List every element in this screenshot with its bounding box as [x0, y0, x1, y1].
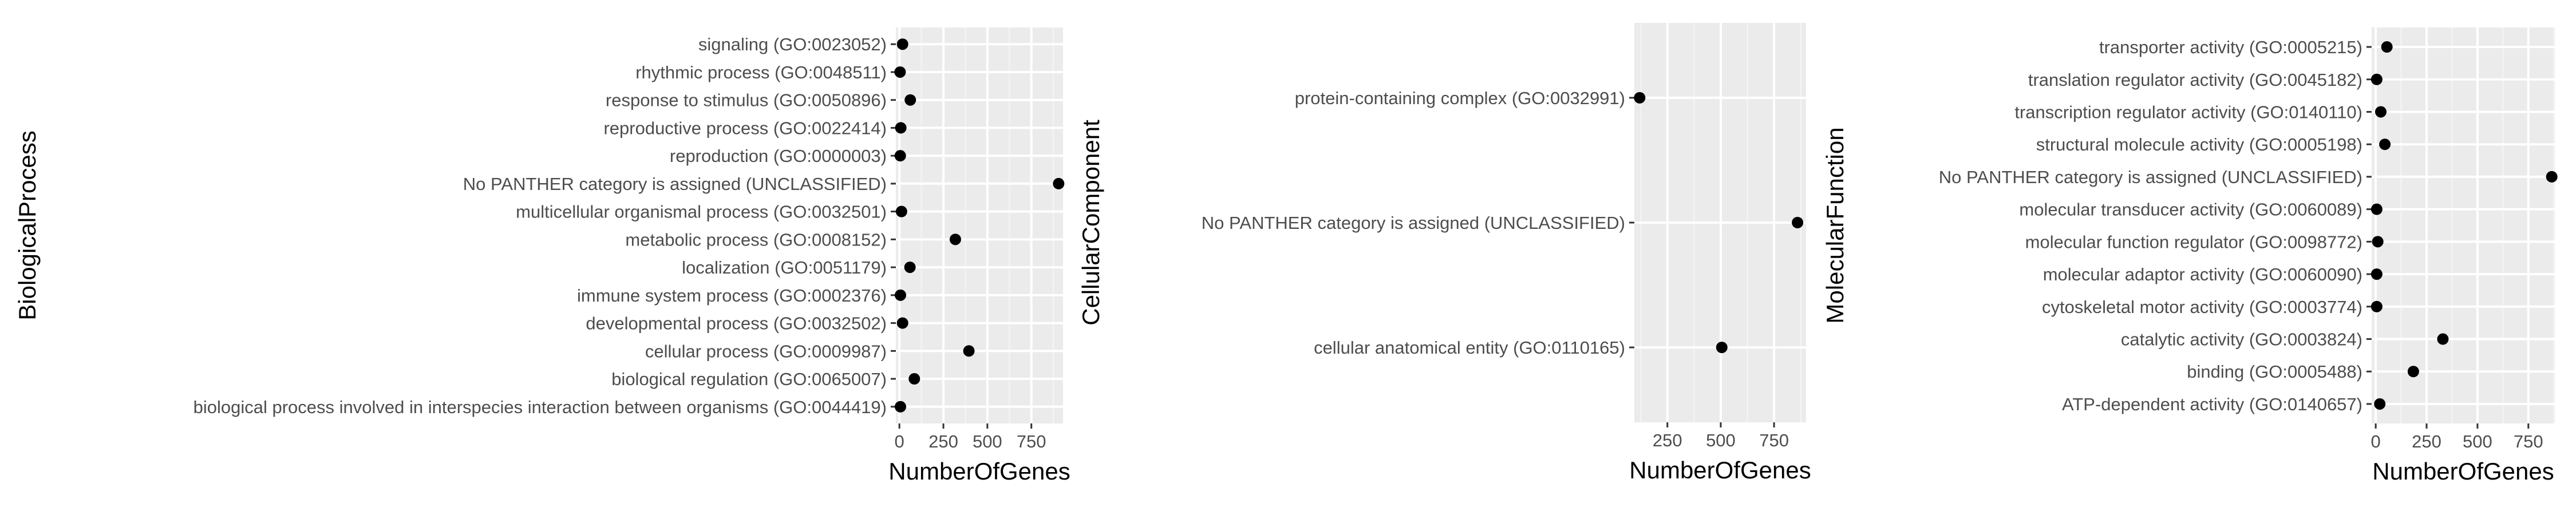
data-point [908, 373, 920, 385]
data-point [2546, 171, 2558, 183]
plot-background [896, 27, 1063, 423]
category-label: structural molecule activity (GO:0005198… [2036, 134, 2362, 154]
data-point [904, 262, 916, 274]
category-label: molecular adaptor activity (GO:0060090) [2043, 264, 2362, 284]
category-label: transcription regulator activity (GO:014… [2014, 102, 2362, 122]
category-label: response to stimulus (GO:0050896) [606, 90, 887, 110]
x-tick-label: 250 [929, 431, 958, 451]
data-point [1634, 92, 1646, 104]
data-point [2370, 203, 2383, 215]
category-label: catalytic activity (GO:0003824) [2121, 330, 2362, 350]
data-point [896, 317, 908, 329]
category-label: reproduction (GO:0000003) [670, 146, 887, 166]
data-point [1716, 342, 1728, 354]
data-point [2375, 106, 2387, 118]
category-label: reproductive process (GO:0022414) [603, 118, 887, 138]
x-axis-title: NumberOfGenes [2372, 458, 2554, 485]
data-point [2372, 236, 2384, 248]
data-point [894, 289, 906, 301]
category-label: developmental process (GO:0032502) [586, 314, 887, 334]
y-axis-title: CellularComponent [1077, 120, 1104, 326]
category-label: biological regulation (GO:0065007) [611, 369, 887, 389]
plot-background [2372, 27, 2555, 423]
category-label: immune system process (GO:0002376) [577, 286, 887, 306]
category-label: molecular function regulator (GO:0098772… [2025, 232, 2362, 252]
x-tick-label: 750 [2514, 431, 2543, 451]
panel-cellular-component: 250 500 750 protein-containing complex (GO:… [1077, 23, 1811, 484]
category-label: localization (GO:0051179) [682, 258, 887, 278]
data-point [949, 233, 961, 245]
category-label: No PANTHER category is assigned (UNCLASS… [463, 174, 887, 194]
category-label: cytoskeletal motor activity (GO:0003774) [2042, 297, 2362, 317]
category-label: binding (GO:0005488) [2187, 362, 2362, 382]
category-label: rhythmic process (GO:0048511) [635, 62, 887, 82]
y-axis-title: MolecularFunction [1822, 127, 1848, 323]
data-point [2379, 138, 2391, 150]
data-point [895, 205, 907, 217]
x-axis-title: NumberOfGenes [888, 458, 1070, 485]
data-point [2370, 73, 2383, 85]
x-tick-label: 500 [973, 431, 1002, 451]
data-point [2437, 333, 2449, 345]
data-point [1053, 177, 1065, 189]
category-label: ATP-dependent activity (GO:0140657) [2062, 394, 2362, 414]
panel-molecular-function: 0 250 500 750 transporter activity (GO:00052… [1822, 27, 2558, 485]
data-point [2374, 398, 2386, 410]
data-point [894, 66, 906, 78]
data-point [963, 345, 975, 357]
category-label: transporter activity (GO:0005215) [2099, 37, 2362, 57]
category-label: molecular transducer activity (GO:006008… [2019, 200, 2362, 220]
category-label: translation regulator activity (GO:00451… [2028, 70, 2362, 90]
x-tick-label: 0 [895, 431, 904, 451]
data-point [2407, 366, 2419, 378]
x-tick-label: 250 [1653, 430, 1682, 450]
x-tick-label: 500 [1706, 430, 1736, 450]
category-label: No PANTHER category is assigned (UNCLASS… [1202, 213, 1625, 233]
category-label: signaling (GO:0023052) [698, 34, 887, 54]
category-label: No PANTHER category is assigned (UNCLASS… [1939, 167, 2362, 187]
x-tick-label: 0 [2370, 431, 2380, 451]
data-point [2370, 300, 2383, 312]
panel-biological-process: 0 250 500 750 signaling (GO:0023052) rhythmic… [14, 27, 1070, 485]
category-label: biological process involved in interspec… [193, 397, 887, 417]
x-axis-title: NumberOfGenes [1629, 457, 1811, 484]
data-point [894, 401, 906, 413]
x-tick-label: 750 [1759, 430, 1789, 450]
data-point [1792, 217, 1804, 228]
category-label: protein-containing complex (GO:0032991) [1295, 88, 1625, 108]
data-point [895, 122, 907, 134]
category-label: cellular anatomical entity (GO:0110165) [1314, 338, 1625, 358]
data-point [2381, 41, 2393, 53]
x-tick-label: 250 [2412, 431, 2441, 451]
data-point [894, 150, 906, 162]
data-point [904, 94, 916, 106]
data-point [896, 38, 908, 50]
category-label: multicellular organismal process (GO:003… [516, 202, 887, 222]
category-label: metabolic process (GO:0008152) [625, 229, 887, 249]
x-tick-label: 500 [2463, 431, 2492, 451]
y-axis-title: BiologicalProcess [14, 130, 41, 320]
data-point [2370, 268, 2383, 280]
category-label: cellular process (GO:0009987) [645, 341, 887, 361]
x-tick-label: 750 [1017, 431, 1046, 451]
